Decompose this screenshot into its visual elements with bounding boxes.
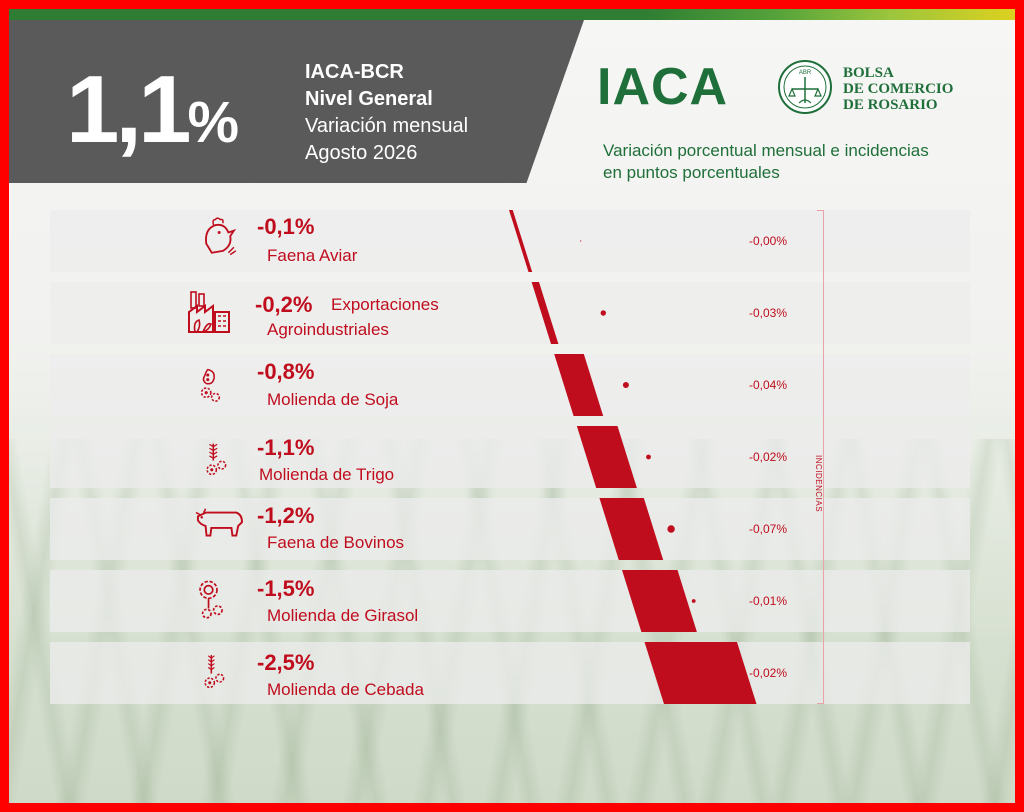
incidence-label: -0,00% [749, 234, 788, 248]
incidence-bubble [713, 670, 719, 676]
kpi-period: Agosto 2026 [305, 142, 418, 164]
kpi-unit: % [187, 90, 240, 155]
sunflower-gears-icon [199, 580, 223, 619]
bcr-name-line-2: DE COMERCIO [843, 81, 954, 97]
variation-bar [644, 642, 757, 704]
incidence-label: -0,07% [749, 522, 788, 536]
incidence-bubble [691, 599, 696, 603]
bcr-name-line-3: DE ROSARIO [843, 97, 938, 113]
variation-label: -1,1% [257, 435, 315, 460]
bcr-emblem-icon: ABR [778, 60, 832, 114]
row-band [50, 570, 970, 632]
incidence-label: -0,02% [749, 450, 788, 464]
wheat-gears-icon [206, 443, 227, 476]
iaca-logo: IACA [597, 58, 729, 116]
category-label: Molienda de Trigo [259, 465, 395, 484]
category-label: Molienda de Soja [267, 390, 399, 409]
incidence-label: -0,02% [749, 666, 788, 680]
soybean-gears-icon [200, 368, 221, 402]
incidence-label: -0,04% [749, 378, 788, 392]
variation-label: -2,5% [257, 650, 315, 675]
kpi-level: Nivel General [305, 88, 433, 110]
category-label: Molienda de Girasol [267, 606, 419, 625]
bcr-name-line-1: BOLSA [843, 65, 894, 81]
row-band [50, 498, 970, 560]
incidence-bubble [667, 525, 675, 533]
factory-icon [188, 291, 230, 333]
incidence-bubble [580, 240, 582, 242]
cow-icon [195, 508, 243, 537]
incidence-label: -0,03% [749, 306, 788, 320]
row-band [50, 354, 970, 416]
incidence-axis-tick-bottom [817, 703, 823, 704]
barley-gears-icon [204, 655, 225, 689]
variation-bar [576, 426, 637, 488]
category-label: Molienda de Cebada [267, 680, 424, 699]
chicken-icon [205, 217, 237, 256]
variation-bar [599, 498, 664, 560]
bcr-emblem-text: ABR [799, 70, 812, 76]
incidence-bubble [646, 454, 651, 460]
variation-label: -0,8% [257, 359, 315, 384]
top-color-stripe [9, 9, 1015, 20]
variation-bar [622, 570, 697, 632]
incidence-axis-line [823, 210, 824, 704]
incidence-axis-tick-top [817, 210, 823, 211]
variation-label: -0,1% [257, 214, 315, 239]
variation-label: -0,2% [255, 292, 313, 317]
category-label: Faena Aviar [267, 246, 358, 265]
variation-bar [531, 282, 559, 344]
variation-bar [554, 354, 604, 416]
category-label: Faena de Bovinos [267, 533, 405, 552]
row-band [50, 210, 970, 272]
row-band [50, 426, 970, 488]
kpi-index-name: IACA-BCR [305, 61, 404, 83]
chart-subtitle-line-2: en puntos porcentuales [603, 163, 780, 182]
variation-label: -1,2% [257, 503, 315, 528]
incidence-bubble [600, 310, 606, 316]
variation-label: -1,5% [257, 576, 315, 601]
chart-subtitle-line-1: Variación porcentual mensual e incidenci… [603, 141, 929, 160]
category-label: Agroindustriales [267, 320, 389, 339]
kpi-panel: 1,1% IACA-BCR Nivel General Variación me… [9, 20, 584, 183]
incidence-bubble [622, 382, 629, 388]
kpi-variation: Variación mensual [305, 115, 469, 137]
variation-bar [509, 210, 533, 272]
row-band [50, 282, 970, 344]
kpi-value: 1,1% [66, 62, 239, 158]
incidence-label: -0,01% [749, 594, 788, 608]
variation-chart [509, 210, 757, 704]
kpi-number: 1,1 [66, 56, 191, 163]
category-label: Exportaciones [331, 295, 439, 314]
row-band [50, 642, 970, 704]
